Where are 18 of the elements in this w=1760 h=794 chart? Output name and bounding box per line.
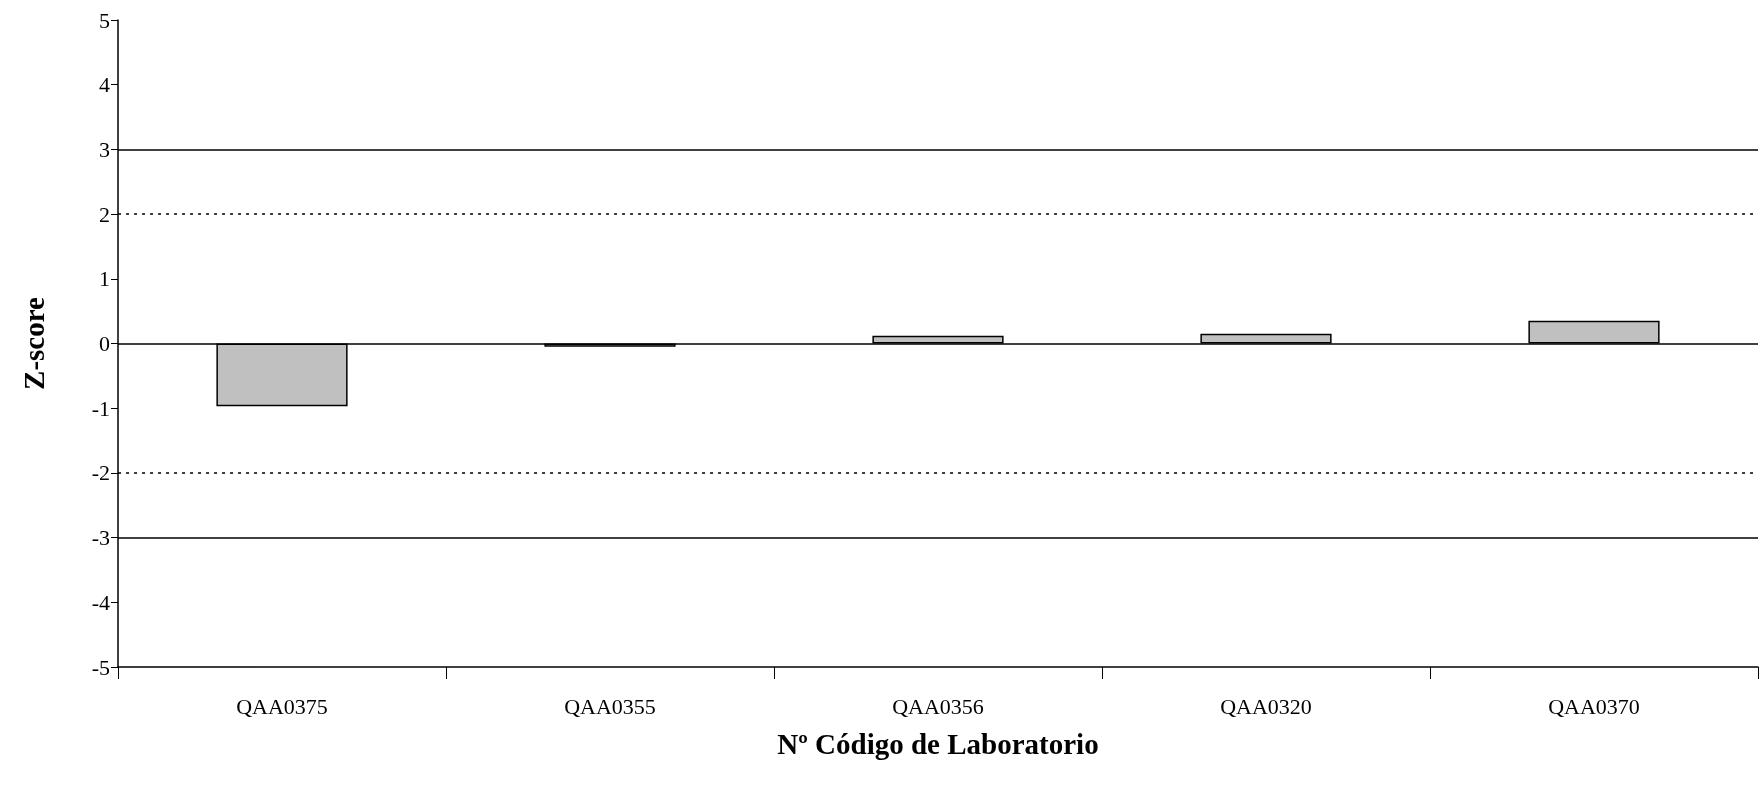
x-tick-label: QAA0320: [1220, 693, 1312, 719]
x-tick-label: QAA0356: [892, 693, 984, 719]
y-tick-label: 5: [99, 7, 110, 33]
x-axis-title: Nº Código de Laboratorio: [777, 727, 1099, 760]
y-tick-label: -2: [91, 460, 110, 486]
y-tick-label: 0: [99, 331, 110, 356]
y-tick-label: -3: [91, 525, 110, 551]
y-tick-label: -1: [91, 395, 110, 421]
y-tick-label: 1: [99, 266, 110, 292]
y-tick-label: -5: [91, 654, 110, 680]
x-tick-label: QAA0370: [1548, 693, 1640, 719]
y-tick-label: 3: [99, 136, 110, 162]
x-tick-label: QAA0375: [236, 693, 328, 719]
y-axis-title: Z-score: [17, 296, 50, 390]
y-tick-label: -4: [91, 589, 110, 615]
x-tick-label: QAA0355: [564, 693, 656, 719]
y-tick-label: 2: [99, 201, 110, 227]
y-tick-label: 4: [99, 72, 110, 98]
